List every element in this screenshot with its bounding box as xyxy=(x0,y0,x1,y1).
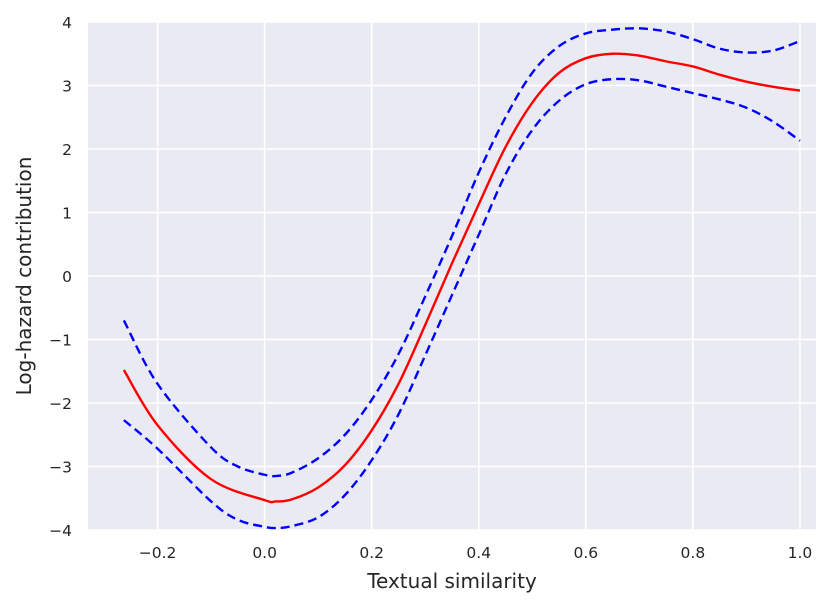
x-tick-label: 0.8 xyxy=(681,544,706,562)
x-tick-label: −0.2 xyxy=(139,544,177,562)
grid-lines xyxy=(88,21,816,531)
x-tick-label: 1.0 xyxy=(788,544,813,562)
y-tick-label: −4 xyxy=(49,522,72,540)
lower-bound-line xyxy=(123,77,801,530)
x-tick-label: 0.2 xyxy=(359,544,384,562)
y-tick-labels: −4 −3 −2 −1 0 1 2 3 4 xyxy=(49,14,72,540)
y-tick-label: 2 xyxy=(62,141,72,159)
x-tick-label: 0.4 xyxy=(466,544,491,562)
y-tick-label: −2 xyxy=(49,395,72,413)
y-axis-title: Log-hazard contribution xyxy=(12,157,36,396)
y-tick-label: 4 xyxy=(62,14,72,32)
y-tick-label: 0 xyxy=(62,268,72,286)
upper-bound-line xyxy=(122,27,801,478)
y-tick-label: 1 xyxy=(62,205,72,223)
x-tick-labels: −0.2 0.0 0.2 0.4 0.6 0.8 1.0 xyxy=(139,544,813,562)
x-axis-title: Textual similarity xyxy=(366,569,537,593)
y-tick-label: 3 xyxy=(62,78,72,96)
x-tick-label: 0.6 xyxy=(573,544,598,562)
x-tick-label: 0.0 xyxy=(252,544,277,562)
series-lines xyxy=(122,27,801,530)
y-tick-label: −3 xyxy=(49,459,72,477)
y-tick-label: −1 xyxy=(49,332,72,350)
estimate-line xyxy=(122,52,801,504)
